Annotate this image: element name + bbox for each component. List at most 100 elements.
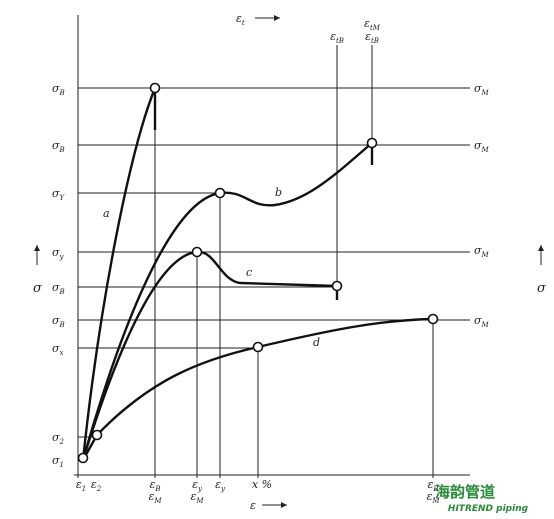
curve-label: b [275, 186, 282, 199]
subscript: B [59, 89, 65, 97]
bottom-label: εB [427, 478, 438, 493]
subscript: 1 [82, 485, 86, 493]
left-label: σ1 [52, 454, 64, 469]
symbol: ε [236, 12, 242, 25]
watermark-title: 海韵管道 [435, 483, 495, 501]
bottom-label: εM [190, 490, 204, 505]
symbol: ε [365, 30, 371, 43]
left-label: σB [52, 281, 65, 296]
subscript: Y [60, 194, 66, 202]
point [427, 313, 439, 325]
subscript: M [481, 251, 490, 259]
top-label: εtB [365, 30, 379, 45]
symbol: σ [474, 314, 482, 327]
symbol: ε [250, 499, 256, 512]
bottom-label: ε1 [76, 478, 86, 493]
symbol: σ [52, 139, 60, 152]
point [252, 341, 264, 353]
right-label: σM [474, 244, 490, 259]
left-label: σ2 [52, 431, 65, 446]
subscript: B [154, 485, 160, 493]
left-axis-label: σ [33, 281, 43, 296]
curve-c [81, 250, 339, 461]
subscript: y [220, 485, 226, 493]
subscript: B [59, 146, 65, 154]
subscript: M [431, 497, 440, 505]
symbol: ε [190, 490, 196, 503]
symbol: x % [252, 478, 272, 491]
subscript: M [153, 497, 162, 505]
point [91, 429, 103, 441]
subscript: tB [371, 37, 379, 45]
symbol: σ [52, 281, 60, 294]
subscript: y [197, 485, 203, 493]
point [77, 452, 89, 464]
point [149, 82, 161, 94]
bottom-label: εM [148, 490, 162, 505]
right-label: σM [474, 139, 490, 154]
curves [77, 82, 439, 464]
left-label: σY [52, 187, 66, 202]
symbol: ε [149, 478, 155, 491]
subscript: 1 [60, 461, 64, 469]
symbol: ε [148, 490, 154, 503]
bottom-label: εy [215, 478, 226, 493]
bottom-label: εy [192, 478, 203, 493]
bottom-axis-label: ε [250, 499, 256, 512]
symbol: ε [76, 478, 82, 491]
symbol: ε [192, 478, 198, 491]
subscript: y [59, 253, 65, 261]
symbol: ε [91, 478, 97, 491]
symbol: σ [52, 314, 60, 327]
curve-a [81, 87, 157, 461]
symbol: ε [426, 490, 432, 503]
left-label: σB [52, 82, 65, 97]
right-axis-label: σ [537, 281, 547, 296]
symbol: ε [364, 17, 370, 30]
subscript: 2 [59, 438, 65, 446]
curve-label: c [246, 266, 252, 279]
curve-label: a [103, 207, 110, 220]
symbol: σ [474, 139, 482, 152]
symbol: ε [215, 478, 221, 491]
top-axis-label: εt [236, 12, 245, 27]
symbol: σ [474, 244, 482, 257]
symbol: σ [52, 187, 60, 200]
left-label: σx [52, 342, 64, 357]
right-label: σM [474, 314, 490, 329]
symbol: ε [330, 30, 336, 43]
left-label: σB [52, 314, 65, 329]
subscript: B [59, 321, 65, 329]
subscript: B [432, 485, 438, 493]
left-label: σB [52, 139, 65, 154]
subscript: 2 [96, 485, 102, 493]
symbol: σ [52, 454, 60, 467]
symbol: σ [52, 246, 60, 259]
symbol: ε [427, 478, 433, 491]
right-label: σM [474, 82, 490, 97]
subscript: M [481, 89, 490, 97]
subscript: tB [336, 37, 344, 45]
top-label: εtB [330, 30, 344, 45]
subscript: B [59, 288, 65, 296]
subscript: t [242, 19, 245, 27]
bottom-label: εB [149, 478, 160, 493]
bottom-label: ε2 [91, 478, 102, 493]
point [331, 280, 343, 292]
bottom-label: εM [426, 490, 440, 505]
symbol: σ [52, 82, 60, 95]
symbol: σ [52, 342, 60, 355]
subscript: x [60, 349, 64, 357]
symbol: σ [52, 431, 60, 444]
curve-label: d [313, 336, 320, 349]
symbol: σ [537, 281, 547, 296]
left-label: σy [52, 246, 65, 261]
top-label: εtM [364, 17, 381, 32]
bottom-label: x % [252, 478, 272, 491]
watermark-subtitle: HITREND piping [448, 504, 529, 514]
point [191, 246, 203, 258]
subscript: M [481, 146, 490, 154]
point [214, 187, 226, 199]
subscript: M [195, 497, 204, 505]
subscript: M [481, 321, 490, 329]
